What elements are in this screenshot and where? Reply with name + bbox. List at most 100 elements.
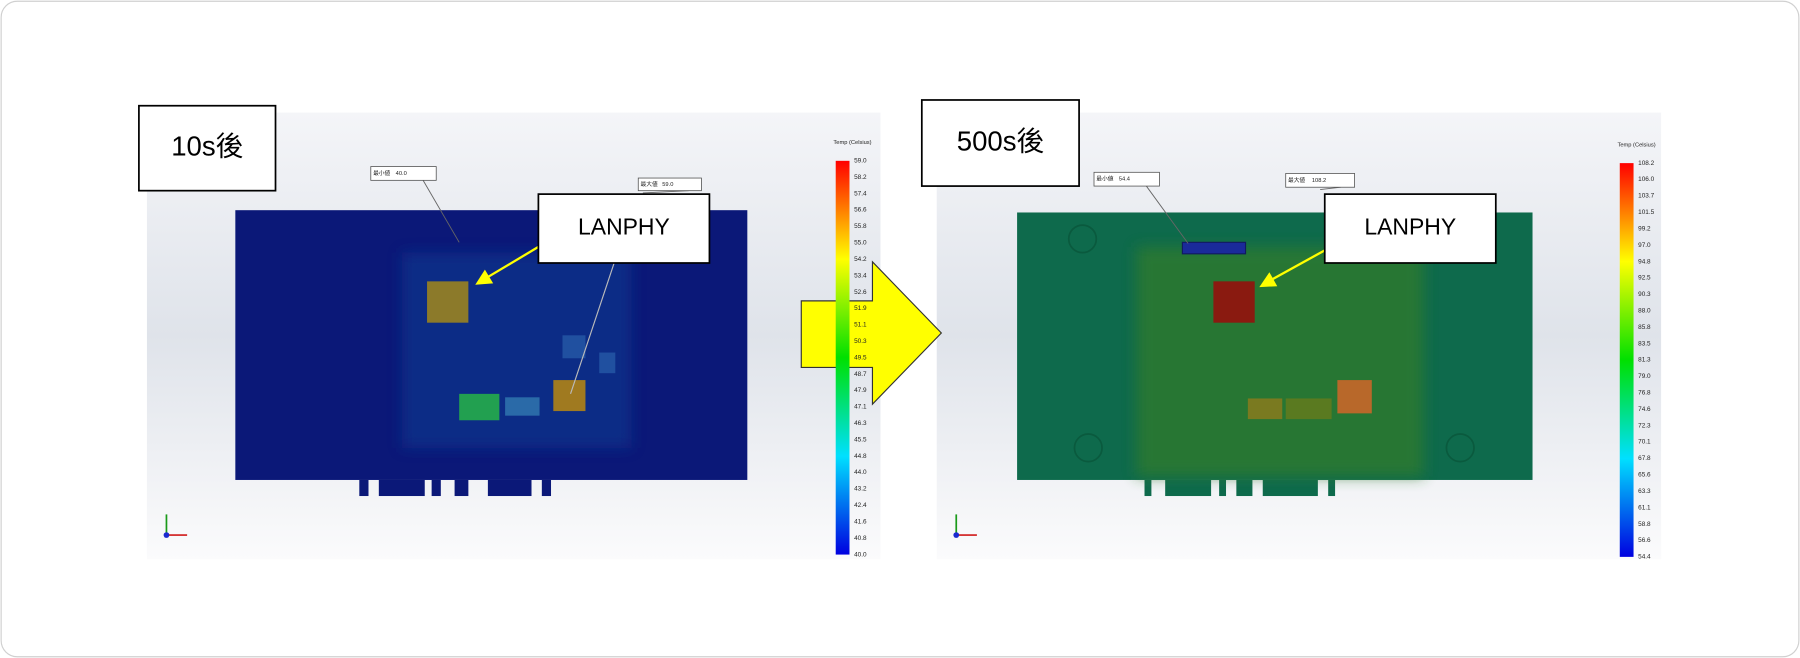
max-label: 最大値 <box>641 180 658 188</box>
colorbar-label: 51.9 <box>854 305 867 312</box>
hot-spot <box>1213 281 1255 323</box>
min-value: 54.4 <box>1119 177 1131 183</box>
connector <box>1181 241 1247 255</box>
pcb-tab <box>359 479 369 497</box>
hot-spot <box>1337 380 1372 414</box>
colorbar-label: 52.6 <box>854 289 867 296</box>
pcb-tab <box>1262 479 1318 497</box>
colorbar-label: 81.3 <box>1638 357 1651 364</box>
pcb-tab <box>1236 479 1253 497</box>
colorbar-label: 58.8 <box>1638 521 1651 528</box>
component-leader <box>569 262 615 395</box>
component-box <box>1323 193 1497 264</box>
component-arrowhead <box>1259 272 1278 288</box>
axis-z <box>953 532 960 538</box>
colorbar-label: 44.8 <box>854 453 867 460</box>
heat-glow <box>1136 246 1424 477</box>
max-value: 59.0 <box>662 182 673 188</box>
colorbar-label: 94.8 <box>1638 258 1651 265</box>
hot-spot <box>1285 398 1332 420</box>
time-label: 10s後 <box>171 130 243 161</box>
colorbar-label: 51.1 <box>854 322 867 329</box>
colorbar-label: 45.5 <box>854 436 867 443</box>
max-callout <box>1285 173 1355 188</box>
colorbar <box>835 160 850 555</box>
colorbar-label: 74.6 <box>1638 406 1651 413</box>
pcb-tab <box>454 479 469 497</box>
colorbar-label: 85.8 <box>1638 324 1651 331</box>
colorbar-label: 72.3 <box>1638 422 1651 429</box>
colorbar-label: 42.4 <box>854 502 867 509</box>
component-box <box>537 193 711 264</box>
pcb-tab <box>431 479 441 497</box>
min-leader <box>1145 185 1189 244</box>
colorbar-label: 90.3 <box>1638 291 1651 298</box>
pcb-tab <box>541 479 552 497</box>
mount-hole <box>1073 433 1103 463</box>
colorbar-label: 55.8 <box>854 223 867 230</box>
component-arrowhead <box>475 269 494 285</box>
colorbar-label: 79.0 <box>1638 373 1651 380</box>
colorbar-label: 49.5 <box>854 354 867 361</box>
colorbar-label: 44.0 <box>854 469 867 476</box>
legend-title: Temp (Celsius) <box>1617 142 1655 148</box>
component-label: LANPHY <box>578 214 670 240</box>
pcb-tab <box>1165 479 1212 497</box>
colorbar-label: 58.2 <box>854 174 867 181</box>
colorbar-label: 43.2 <box>854 486 867 493</box>
colorbar-label: 103.7 <box>1638 193 1654 200</box>
min-callout <box>1093 171 1160 187</box>
pcb-tab <box>1328 479 1336 497</box>
colorbar-label: 54.4 <box>1638 554 1651 561</box>
hot-spot <box>1247 398 1283 420</box>
component-arrow <box>1267 249 1326 283</box>
colorbar-label: 57.4 <box>854 190 867 197</box>
min-leader <box>422 180 460 243</box>
min-callout <box>370 166 437 181</box>
hot-spot <box>553 380 586 412</box>
min-value: 40.0 <box>396 171 407 177</box>
legend-title: Temp (Celsius) <box>833 140 871 146</box>
component-label: LANPHY <box>1364 214 1456 240</box>
max-label: 最大値 <box>1288 176 1305 184</box>
colorbar-label: 67.8 <box>1638 455 1651 462</box>
hot-spot <box>599 352 616 374</box>
colorbar-label: 92.5 <box>1638 275 1651 282</box>
colorbar-label: 56.6 <box>1638 537 1651 544</box>
min-label: 最小値 <box>373 169 390 177</box>
colorbar-label: 48.7 <box>854 371 867 378</box>
colorbar-label: 63.3 <box>1638 488 1651 495</box>
time-box <box>920 99 1080 187</box>
pcb-tab <box>378 479 425 497</box>
axis-z <box>163 532 170 538</box>
hot-spot <box>562 335 586 359</box>
colorbar-label: 47.1 <box>854 404 867 411</box>
max-value: 108.2 <box>1312 178 1326 184</box>
colorbar-label: 83.5 <box>1638 340 1651 347</box>
time-label: 500s後 <box>957 125 1044 156</box>
hot-spot <box>459 393 500 421</box>
colorbar-label: 65.6 <box>1638 472 1651 479</box>
colorbar-label: 59.0 <box>854 158 867 165</box>
colorbar-label: 106.0 <box>1638 176 1654 183</box>
colorbar-label: 56.6 <box>854 207 867 214</box>
hot-spot <box>427 281 469 323</box>
pcb-tab <box>1219 479 1227 497</box>
colorbar-label: 97.0 <box>1638 242 1651 249</box>
colorbar-label: 53.4 <box>854 272 867 279</box>
time-box <box>138 104 277 192</box>
colorbar-label: 101.5 <box>1638 209 1654 216</box>
colorbar-label: 70.1 <box>1638 439 1651 446</box>
colorbar-label: 99.2 <box>1638 225 1651 232</box>
pcb-tab <box>1144 479 1152 497</box>
colorbar-label: 46.3 <box>854 420 867 427</box>
colorbar-label: 76.8 <box>1638 390 1651 397</box>
max-callout <box>637 177 702 192</box>
colorbar <box>1619 163 1634 557</box>
colorbar-label: 54.2 <box>854 256 867 263</box>
colorbar-label: 40.8 <box>854 535 867 542</box>
min-label: 最小値 <box>1096 175 1113 183</box>
colorbar-label: 41.6 <box>854 518 867 525</box>
colorbar-label: 108.2 <box>1638 160 1654 167</box>
